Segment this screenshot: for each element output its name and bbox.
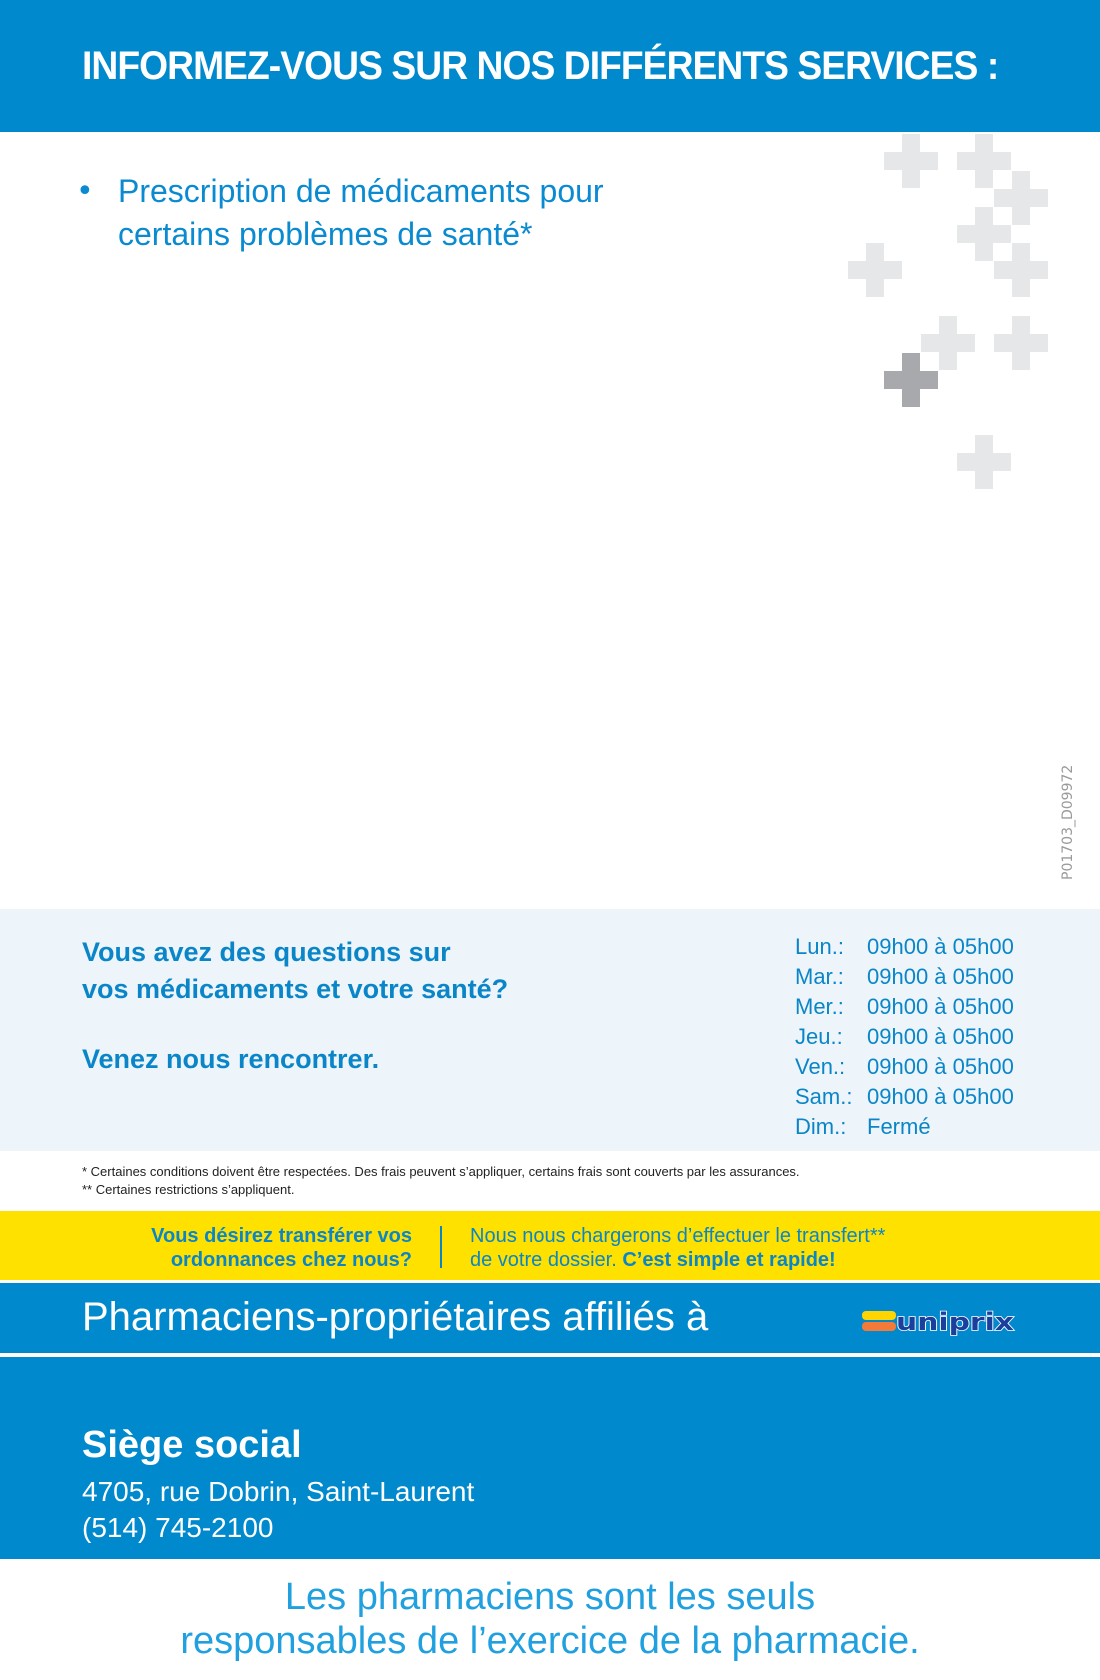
uniprix-logo: uniprix [862,1307,1015,1337]
day: Mar.: [795,964,844,989]
page-title: INFORMEZ-VOUS SUR NOS DIFFÉRENTS SERVICE… [82,44,999,88]
plus-icon [957,435,1011,489]
divider [440,1226,442,1268]
closing-line: responsables de l’exercice de la pharmac… [180,1620,920,1662]
opening-hours: Lun.: 09h00 à 05h00 Mar.: 09h00 à 05h00 Me… [795,932,1014,1142]
address: 4705, rue Dobrin, Saint-Laurent [82,1476,475,1507]
transfer-answer: Nous nous chargerons d’effectuer le tran… [470,1224,885,1272]
service-line: Prescription de médicaments pour [118,173,604,209]
plus-icon [994,316,1048,370]
transfer-line: de votre dossier. [470,1249,623,1271]
time: 09h00 à 05h00 [867,934,1014,959]
plus-icon [884,353,938,407]
hours-row: Sam.: 09h00 à 05h00 [795,1082,1014,1112]
bullet: • [76,174,94,209]
service-item: Prescription de médicaments pour certain… [118,170,604,256]
time: 09h00 à 05h00 [867,1084,1014,1109]
affiliation-band [0,1283,1100,1353]
question-text: Vous avez des questions sur vos médicame… [82,934,508,1008]
hours-row: Lun.: 09h00 à 05h00 [795,932,1014,962]
service-line: certains problèmes de santé* [118,216,533,252]
plus-icon [848,243,902,297]
transfer-line: ordonnances chez nous? [170,1249,412,1271]
transfer-banner [0,1211,1100,1280]
plus-icon [884,134,938,188]
footnote: ** Certaines restrictions s’appliquent. [82,1182,295,1197]
headquarters-band [0,1357,1100,1559]
hours-row: Dim.: Fermé [795,1112,1014,1142]
question-line: vos médicaments et votre santé? [82,974,509,1004]
transfer-line: Nous nous chargerons d’effectuer le tran… [470,1225,886,1247]
day: Jeu.: [795,1024,843,1049]
headquarters-details: 4705, rue Dobrin, Saint-Laurent (514) 74… [82,1474,474,1546]
time: 09h00 à 05h00 [867,994,1014,1019]
day: Sam.: [795,1084,853,1109]
day: Dim.: [795,1114,847,1139]
hours-row: Mar.: 09h00 à 05h00 [795,962,1014,992]
transfer-emphasis: C’est simple et rapide! [622,1249,836,1271]
plus-icon [921,316,975,370]
footnote: * Certaines conditions doivent être resp… [82,1164,800,1179]
hours-row: Jeu.: 09h00 à 05h00 [795,1022,1014,1052]
plus-icon [957,134,1011,188]
time: 09h00 à 05h00 [867,1054,1014,1079]
plus-icon [994,171,1048,225]
time: Fermé [867,1114,931,1139]
plus-icon [994,243,1048,297]
day: Mer.: [795,994,844,1019]
transfer-line: Vous désirez transférer vos [151,1225,412,1247]
hours-row: Mer.: 09h00 à 05h00 [795,992,1014,1022]
time: 09h00 à 05h00 [867,964,1014,989]
transfer-question: Vous désirez transférer vos ordonnances … [110,1224,412,1272]
document-code: P01703_D09972 [1060,764,1076,880]
visit-text: Venez nous rencontrer. [82,1044,380,1074]
headquarters-title: Siège social [82,1424,302,1466]
hours-row: Ven.: 09h00 à 05h00 [795,1052,1014,1082]
header-banner: INFORMEZ-VOUS SUR NOS DIFFÉRENTS SERVICE… [0,0,1100,132]
contact-band [0,909,1100,1151]
day: Ven.: [795,1054,846,1079]
svg-text:uniprix: uniprix [896,1308,1015,1336]
closing-statement: Les pharmaciens sont les seuls responsab… [0,1575,1100,1663]
footnotes: * Certaines conditions doivent être resp… [82,1163,800,1199]
time: 09h00 à 05h00 [867,1024,1014,1049]
closing-line: Les pharmaciens sont les seuls [284,1576,816,1618]
plus-icon [957,207,1011,261]
question-line: Vous avez des questions sur [82,937,451,967]
phone: (514) 745-2100 [82,1512,274,1543]
affiliation-text: Pharmaciens-propriétaires affiliés à [82,1295,709,1339]
day: Lun.: [795,934,844,959]
